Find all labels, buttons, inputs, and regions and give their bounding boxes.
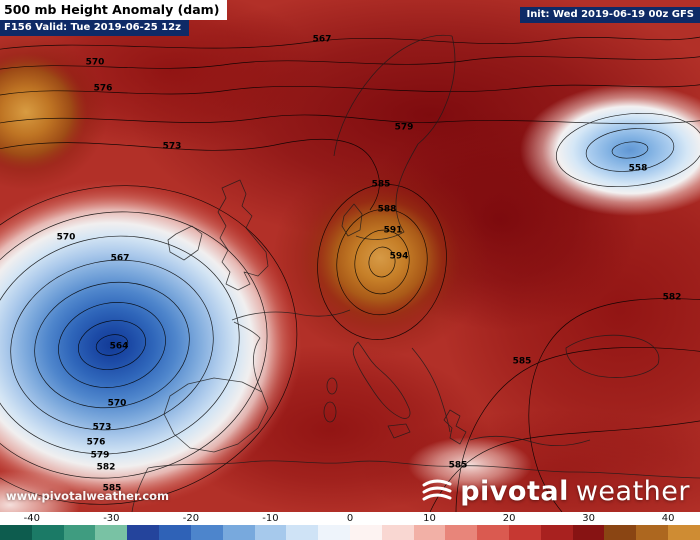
colorbar-segment [413,525,446,540]
colorbar-segment [540,525,573,540]
colorbar-segment [604,525,637,540]
colorbar: -40 -30 -20 -10 0 10 20 30 40 [0,512,700,540]
contour-label: 558 [628,163,648,174]
contour-label: 579 [90,450,110,461]
colorbar-tick-label: 0 [346,513,354,524]
contour-label: 570 [107,398,127,409]
contour-label: 582 [662,292,682,303]
contour-label: 576 [93,83,113,94]
colorbar-segment [477,525,509,540]
colorbar-tick-label: -20 [182,513,200,524]
contour-label: 570 [85,57,105,68]
colorbar-tick-label: 30 [582,513,595,524]
logo-word-pivotal: pivotal [460,476,569,507]
contour-label: 567 [312,34,332,45]
contour-label: 573 [162,141,182,152]
coastlines [131,34,700,512]
map-title: 500 mb Height Anomaly (dam) [0,0,228,20]
colorbar-segment [254,525,287,540]
contour-label: 567 [110,253,130,264]
colorbar-segment [318,525,350,540]
colorbar-ticks: -40 -30 -20 -10 0 10 20 30 40 [0,512,700,525]
contour-label: 585 [102,483,122,494]
colorbar-segment [127,525,160,540]
contour-label: 582 [96,462,116,473]
colorbar-segment [0,525,32,540]
colorbar-tick-label: 10 [423,513,436,524]
colorbar-tick-label: 20 [502,513,516,524]
contour-label: 573 [92,422,112,433]
contour-label: 585 [512,356,532,367]
colorbar-segment [572,525,605,540]
watermark-url: www.pivotalweather.com [6,489,170,503]
colorbar-segment [190,525,223,540]
valid-time-label: F156 Valid: Tue 2019-06-25 12z [0,20,189,36]
colorbar-segment [222,525,255,540]
contour-label: 576 [86,437,106,448]
colorbar-segment [159,525,191,540]
colorbar-segment [668,525,700,540]
colorbar-tick-label: -30 [103,513,120,524]
anomaly-map-svg [0,0,700,512]
colorbar-gradient [0,525,700,540]
colorbar-tick-label: -10 [262,513,279,524]
init-time-label: Init: Wed 2019-06-19 00z GFS [520,7,700,23]
contour-label: 570 [56,232,76,243]
logo-text: pivotal weather [460,477,690,507]
colorbar-segment [509,525,541,540]
colorbar-segment [286,525,319,540]
contour-label: 588 [377,204,397,215]
colorbar-segment [381,525,414,540]
pivotal-logo-icon [422,479,452,501]
anomaly-field [0,0,700,512]
contour-label: 564 [109,341,129,352]
map-canvas: 567 570 576 573 579 567 570 564 570 573 576 579 582 5… [0,0,700,512]
colorbar-segment [636,525,669,540]
colorbar-segment [349,525,382,540]
pivotal-weather-logo: pivotal weather [422,477,690,507]
logo-word-weather: weather [575,476,690,507]
colorbar-tick-label: -40 [23,513,40,524]
colorbar-tick-label: 40 [661,513,675,524]
colorbar-segment [95,525,128,540]
contour-label: 579 [394,122,414,133]
contour-label: 591 [383,225,403,236]
contour-label: 585 [448,460,468,471]
colorbar-segment [31,525,64,540]
contour-label: 585 [371,179,391,190]
contour-lines [0,36,700,512]
colorbar-segment [445,525,478,540]
contour-label: 594 [389,251,409,262]
colorbar-segment [63,525,96,540]
